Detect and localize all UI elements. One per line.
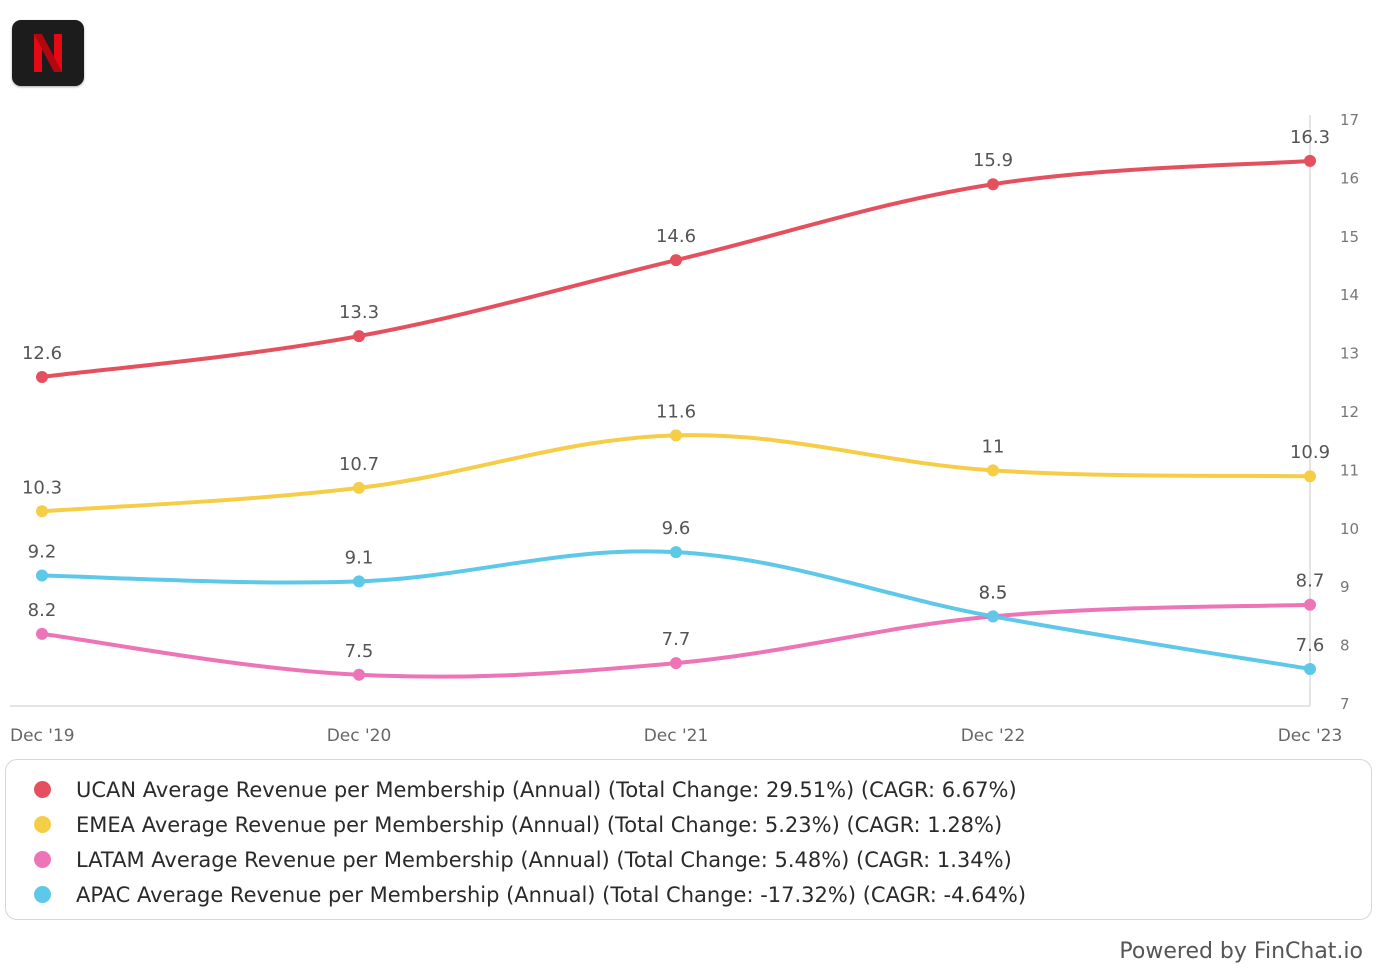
legend-item: UCAN Average Revenue per Membership (Ann…: [6, 772, 1371, 807]
x-tick-label: Dec '21: [644, 726, 709, 746]
netflix-n-shape: [34, 34, 62, 72]
data-point: [36, 569, 48, 582]
legend-dot-icon: [34, 851, 51, 868]
data-point: [670, 546, 682, 559]
chart-legend: UCAN Average Revenue per Membership (Ann…: [5, 759, 1372, 920]
series-line: [40, 158, 1312, 379]
y-tick-label: 17: [1340, 111, 1359, 129]
data-label: 7.5: [345, 641, 374, 662]
legend-label: UCAN Average Revenue per Membership (Ann…: [76, 777, 1017, 802]
data-point: [36, 505, 48, 518]
data-point: [353, 481, 365, 494]
data-point: [1304, 470, 1316, 483]
data-point: [987, 464, 999, 477]
series-line: [40, 433, 1312, 514]
legend-dot-icon: [34, 886, 51, 903]
y-tick-label: 8: [1340, 637, 1350, 655]
line-chart: 7 8 9 10 11 12 13 14 15 16 17 Dec '19 Dec '20 Dec '2…: [10, 111, 1359, 746]
data-point: [353, 668, 365, 681]
y-tick-label: 7: [1340, 695, 1350, 713]
data-point: [670, 657, 682, 670]
data-label: 8.5: [979, 582, 1008, 603]
legend-item: LATAM Average Revenue per Membership (An…: [6, 842, 1371, 877]
legend-label: EMEA Average Revenue per Membership (Ann…: [76, 812, 1003, 837]
y-tick-label: 10: [1340, 520, 1359, 538]
data-label: 16.3: [1290, 127, 1330, 148]
series-points: [36, 154, 1316, 681]
data-point: [670, 429, 682, 442]
data-label: 8.2: [28, 600, 57, 621]
data-point: [353, 330, 365, 343]
y-tick-label: 14: [1340, 286, 1359, 304]
legend-item: EMEA Average Revenue per Membership (Ann…: [6, 807, 1371, 842]
data-label: 7.6: [1296, 635, 1325, 656]
data-label: 7.7: [662, 629, 691, 650]
x-tick-label: Dec '22: [961, 726, 1026, 746]
data-point: [353, 575, 365, 588]
data-point: [1304, 154, 1316, 167]
data-point: [987, 178, 999, 191]
data-label: 10.3: [22, 477, 62, 498]
x-tick-label: Dec '19: [10, 726, 75, 746]
data-label: 9.6: [662, 518, 691, 539]
data-point: [1304, 598, 1316, 611]
x-axis-ticks: Dec '19 Dec '20 Dec '21 Dec '22 Dec '23: [10, 726, 1342, 746]
legend-dot-icon: [34, 816, 51, 833]
data-label: 10.9: [1290, 442, 1330, 463]
netflix-n-icon: [34, 34, 62, 72]
data-point: [987, 610, 999, 623]
y-tick-label: 15: [1340, 228, 1359, 246]
data-label: 8.5: [979, 582, 1008, 603]
legend-dot-icon: [34, 781, 51, 798]
data-point: [1304, 662, 1316, 675]
y-tick-label: 9: [1340, 578, 1350, 596]
data-label: 13.3: [339, 302, 379, 323]
legend-item: APAC Average Revenue per Membership (Ann…: [6, 877, 1371, 912]
data-labels: 12.6 13.3 14.6 15.9 16.3 10.3 10.7 11.6 11 10.9 8.…: [22, 127, 1330, 662]
legend-label: LATAM Average Revenue per Membership (An…: [76, 847, 1012, 872]
data-label: 14.6: [656, 226, 696, 247]
data-label: 15.9: [973, 150, 1013, 171]
data-label: 8.7: [1296, 571, 1325, 592]
netflix-logo: [12, 20, 84, 86]
x-tick-label: Dec '20: [327, 726, 392, 746]
x-tick-label: Dec '23: [1278, 726, 1343, 746]
data-point: [670, 254, 682, 267]
data-label: 12.6: [22, 343, 62, 364]
data-point: [36, 370, 48, 383]
data-point: [36, 627, 48, 640]
data-label: 11: [982, 436, 1005, 457]
y-tick-label: 12: [1340, 403, 1359, 421]
y-tick-label: 13: [1340, 345, 1359, 363]
y-axis-ticks: 7 8 9 10 11 12 13 14 15 16 17: [1340, 111, 1359, 713]
powered-by-credit: Powered by FinChat.io: [1119, 939, 1363, 964]
data-label: 10.7: [339, 454, 379, 475]
legend-label: APAC Average Revenue per Membership (Ann…: [76, 882, 1027, 907]
data-label: 11.6: [656, 401, 696, 422]
y-tick-label: 11: [1340, 461, 1359, 479]
data-label: 9.1: [345, 547, 374, 568]
y-tick-label: 16: [1340, 169, 1359, 187]
data-label: 9.2: [28, 542, 57, 563]
